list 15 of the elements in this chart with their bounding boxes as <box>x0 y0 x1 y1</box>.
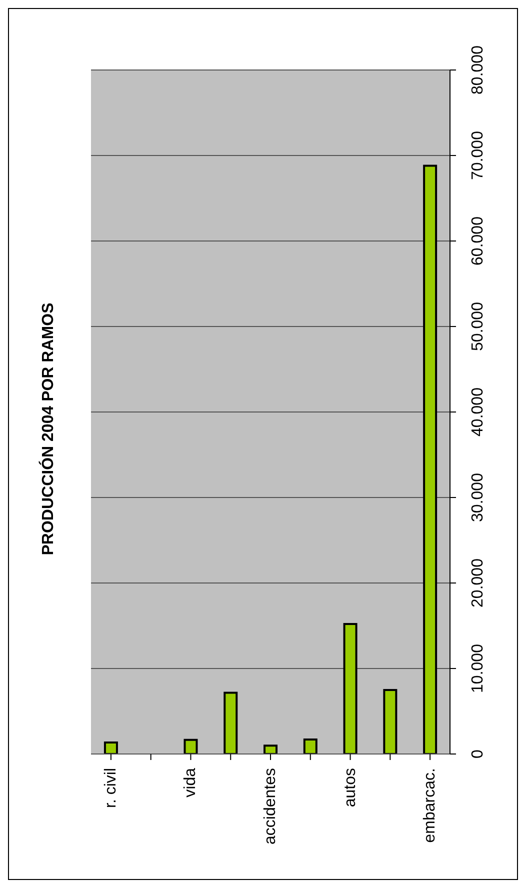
y-tick-label: 40.000 <box>470 387 486 436</box>
y-tick-label: 0 <box>470 749 486 758</box>
y-tick-label: 70.000 <box>470 130 486 180</box>
y-tick-label: 10.000 <box>470 644 486 693</box>
text: PRODUCCIÓN 2004 POR RAMOS <box>40 302 58 556</box>
x-tick-label: r. civil <box>102 768 120 808</box>
x-tick-label: embarcac. <box>422 768 439 843</box>
x-tick-label: vida <box>182 768 200 798</box>
y-tick-label: 60.000 <box>470 216 486 266</box>
y-tick-label: 80.000 <box>470 45 486 94</box>
x-tick-label: accidentes <box>262 768 279 844</box>
y-tick-label: 30.000 <box>470 472 486 522</box>
y-tick-label: 20.000 <box>470 558 486 608</box>
x-tick-label: autos <box>342 768 359 808</box>
y-tick-label: 50.000 <box>470 302 486 351</box>
